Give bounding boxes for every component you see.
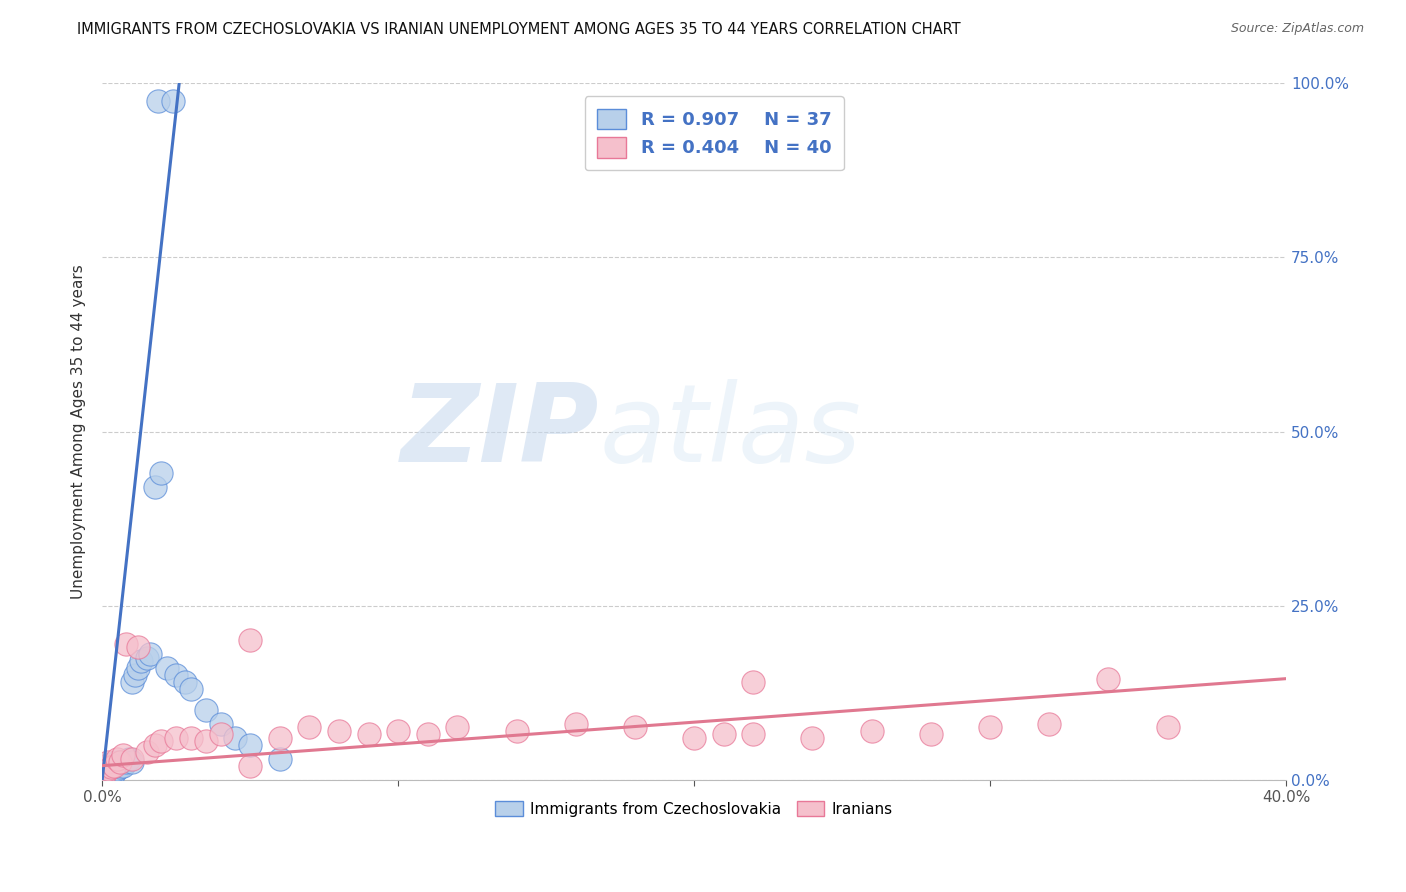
Point	[209, 727, 232, 741]
Point	[162, 94, 184, 108]
Point	[269, 752, 291, 766]
Point	[209, 717, 232, 731]
Point	[148, 94, 170, 108]
Point	[111, 758, 134, 772]
Point	[298, 720, 321, 734]
Point	[150, 734, 173, 748]
Text: Source: ZipAtlas.com: Source: ZipAtlas.com	[1230, 22, 1364, 36]
Point	[1038, 717, 1060, 731]
Point	[742, 727, 765, 741]
Point	[156, 661, 179, 675]
Point	[328, 723, 350, 738]
Point	[108, 760, 131, 774]
Text: atlas: atlas	[599, 379, 862, 484]
Point	[105, 752, 128, 766]
Point	[239, 758, 262, 772]
Point	[194, 734, 217, 748]
Point	[121, 675, 143, 690]
Point	[97, 767, 120, 781]
Point	[138, 648, 160, 662]
Point	[683, 731, 706, 745]
Point	[624, 720, 647, 734]
Point	[979, 720, 1001, 734]
Point	[194, 703, 217, 717]
Point	[180, 731, 202, 745]
Point	[150, 467, 173, 481]
Point	[127, 661, 149, 675]
Point	[97, 762, 120, 776]
Point	[94, 765, 117, 780]
Point	[446, 720, 468, 734]
Point	[97, 755, 120, 769]
Point	[121, 755, 143, 769]
Point	[108, 755, 131, 769]
Point	[94, 765, 117, 780]
Text: ZIP: ZIP	[401, 378, 599, 484]
Point	[115, 637, 138, 651]
Point	[94, 758, 117, 772]
Point	[100, 764, 122, 779]
Y-axis label: Unemployment Among Ages 35 to 44 years: Unemployment Among Ages 35 to 44 years	[72, 264, 86, 599]
Point	[115, 755, 138, 769]
Point	[129, 654, 152, 668]
Point	[94, 758, 117, 772]
Point	[103, 758, 125, 772]
Point	[713, 727, 735, 741]
Point	[505, 723, 527, 738]
Point	[801, 731, 824, 745]
Point	[742, 675, 765, 690]
Point	[97, 758, 120, 772]
Point	[357, 727, 380, 741]
Point	[269, 731, 291, 745]
Point	[103, 765, 125, 780]
Point	[174, 675, 197, 690]
Point	[239, 633, 262, 648]
Point	[1097, 672, 1119, 686]
Point	[100, 757, 122, 772]
Point	[108, 755, 131, 769]
Point	[97, 762, 120, 776]
Point	[165, 731, 187, 745]
Legend: Immigrants from Czechoslovakia, Iranians: Immigrants from Czechoslovakia, Iranians	[488, 793, 901, 824]
Point	[920, 727, 942, 741]
Point	[100, 760, 122, 774]
Point	[118, 752, 141, 766]
Point	[1156, 720, 1178, 734]
Point	[121, 752, 143, 766]
Point	[100, 760, 122, 774]
Point	[124, 668, 146, 682]
Point	[111, 748, 134, 763]
Point	[180, 682, 202, 697]
Point	[145, 738, 167, 752]
Point	[387, 723, 409, 738]
Point	[416, 727, 439, 741]
Point	[94, 769, 117, 783]
Point	[105, 762, 128, 776]
Point	[105, 755, 128, 769]
Point	[860, 723, 883, 738]
Point	[145, 480, 167, 494]
Point	[564, 717, 586, 731]
Point	[135, 650, 157, 665]
Point	[135, 745, 157, 759]
Point	[224, 731, 246, 745]
Point	[239, 738, 262, 752]
Point	[127, 640, 149, 655]
Text: IMMIGRANTS FROM CZECHOSLOVAKIA VS IRANIAN UNEMPLOYMENT AMONG AGES 35 TO 44 YEARS: IMMIGRANTS FROM CZECHOSLOVAKIA VS IRANIA…	[77, 22, 960, 37]
Point	[94, 762, 117, 776]
Point	[165, 668, 187, 682]
Point	[103, 758, 125, 772]
